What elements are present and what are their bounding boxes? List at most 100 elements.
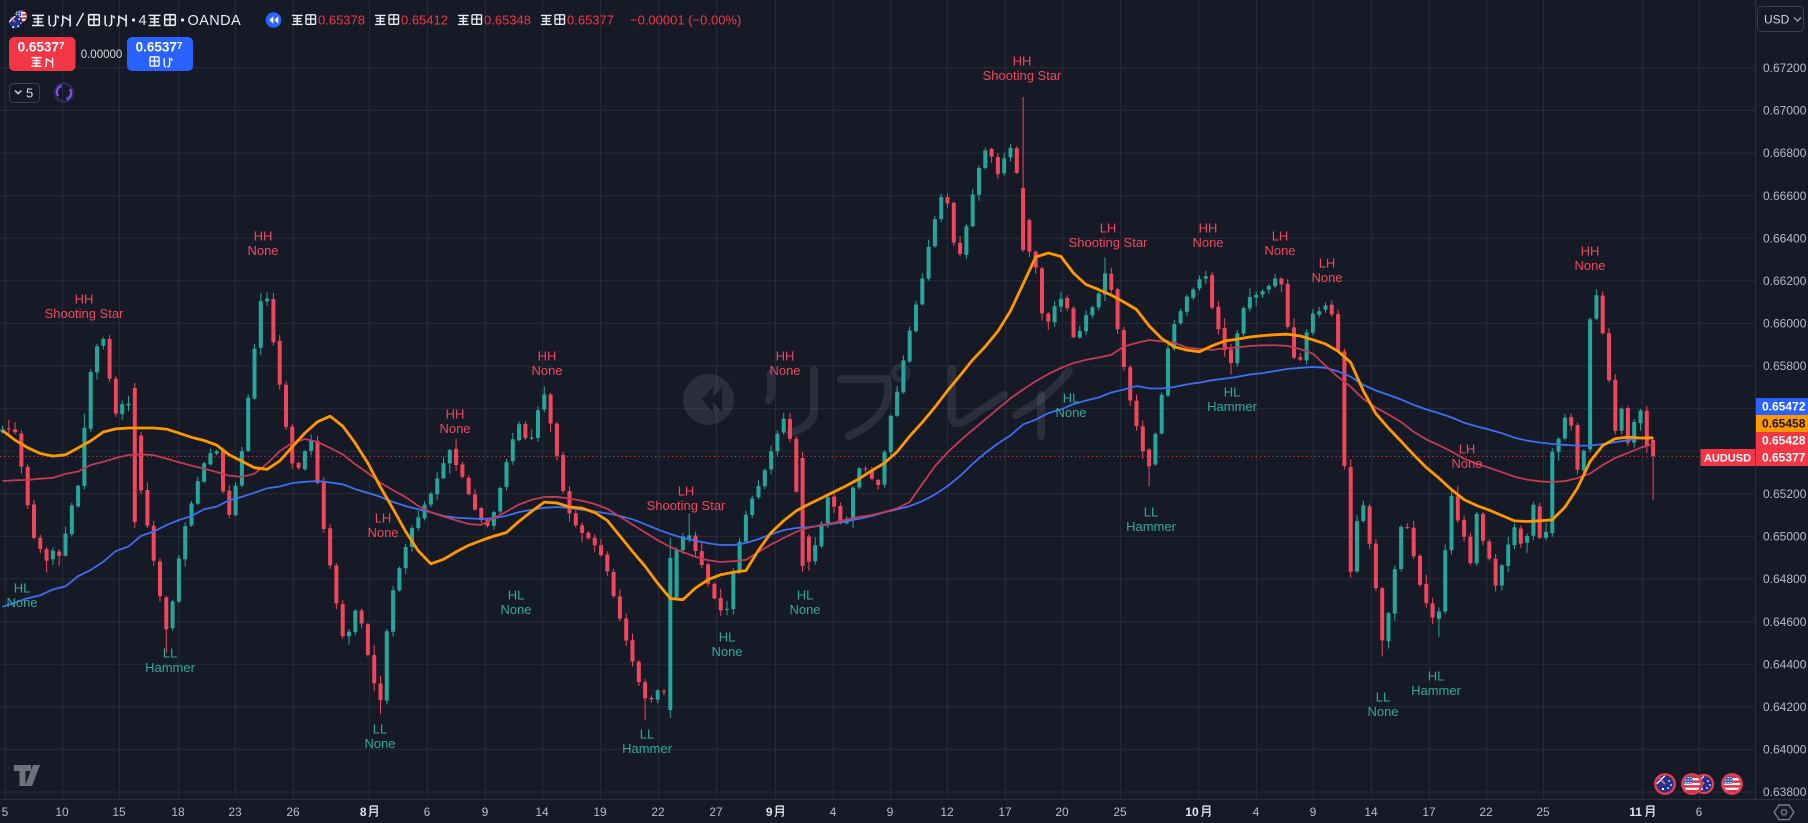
svg-text:0.65377: 0.65377 — [136, 40, 183, 55]
svg-text:0.00000: 0.00000 — [81, 49, 123, 61]
svg-text:9: 9 — [482, 805, 489, 819]
svg-text:HH: HH — [776, 349, 795, 364]
svg-text:0.65377: 0.65377 — [18, 40, 65, 55]
svg-text:HH: HH — [1199, 221, 1218, 236]
svg-text:LH: LH — [1272, 229, 1289, 244]
svg-text:None: None — [247, 243, 278, 258]
svg-text:0.64800: 0.64800 — [1763, 572, 1807, 586]
svg-text:4: 4 — [830, 805, 837, 819]
svg-text:23: 23 — [228, 805, 242, 819]
svg-text:AUDUSD: AUDUSD — [1704, 453, 1751, 465]
svg-text:9: 9 — [766, 805, 773, 819]
svg-text:None: None — [1264, 243, 1295, 258]
svg-text:19: 19 — [593, 805, 607, 819]
svg-text:OANDA: OANDA — [188, 13, 242, 29]
svg-text:14: 14 — [535, 805, 549, 819]
svg-text:HH: HH — [446, 407, 465, 422]
svg-text:0.66400: 0.66400 — [1763, 231, 1807, 245]
svg-text:0.65348: 0.65348 — [484, 13, 531, 28]
svg-text:None: None — [500, 602, 531, 617]
svg-text:HL: HL — [14, 581, 31, 596]
svg-text:LL: LL — [640, 727, 654, 742]
svg-text:0.65200: 0.65200 — [1763, 487, 1807, 501]
svg-text:None: None — [1367, 704, 1398, 719]
svg-text:Shooting Star: Shooting Star — [983, 68, 1062, 83]
svg-text:Hammer: Hammer — [1411, 683, 1462, 698]
svg-text:None: None — [1192, 235, 1223, 250]
svg-text:0.67000: 0.67000 — [1763, 104, 1807, 118]
svg-text:HH: HH — [1013, 54, 1032, 69]
svg-text:None: None — [367, 525, 398, 540]
svg-text:LH: LH — [1459, 442, 1476, 457]
svg-text:8: 8 — [360, 805, 367, 819]
svg-text:0.65377: 0.65377 — [1762, 451, 1806, 465]
svg-text:25: 25 — [1113, 805, 1127, 819]
svg-text:0.65428: 0.65428 — [1762, 434, 1806, 448]
svg-text:5: 5 — [2, 805, 9, 819]
svg-text:11: 11 — [1629, 805, 1642, 819]
svg-text:None: None — [439, 421, 470, 436]
svg-text:22: 22 — [651, 805, 665, 819]
svg-text:0.65000: 0.65000 — [1763, 530, 1807, 544]
svg-text:None: None — [1055, 405, 1086, 420]
svg-text:22: 22 — [1479, 805, 1493, 819]
svg-text:10: 10 — [1185, 805, 1199, 819]
svg-text:None: None — [769, 363, 800, 378]
svg-text:0.63800: 0.63800 — [1763, 785, 1807, 799]
svg-text:HH: HH — [254, 229, 273, 244]
svg-text:6: 6 — [424, 805, 431, 819]
svg-text:LH: LH — [1319, 256, 1336, 271]
svg-text:6: 6 — [1696, 805, 1703, 819]
svg-text:0.66000: 0.66000 — [1763, 317, 1807, 331]
svg-text:Shooting Star: Shooting Star — [45, 306, 124, 321]
svg-text:18: 18 — [171, 805, 185, 819]
svg-text:−0.00001 (−0.00%): −0.00001 (−0.00%) — [630, 13, 741, 28]
svg-text:10: 10 — [55, 805, 69, 819]
svg-text:None: None — [364, 736, 395, 751]
svg-text:None: None — [789, 602, 820, 617]
svg-text:None: None — [1311, 270, 1342, 285]
svg-text:12: 12 — [940, 805, 954, 819]
svg-text:HL: HL — [797, 588, 814, 603]
svg-text:4: 4 — [139, 13, 147, 29]
svg-text:26: 26 — [286, 805, 300, 819]
svg-text:15: 15 — [112, 805, 126, 819]
svg-text:Shooting Star: Shooting Star — [1069, 235, 1148, 250]
svg-text:HL: HL — [1428, 669, 1445, 684]
svg-text:0.64600: 0.64600 — [1763, 615, 1807, 629]
svg-text:LL: LL — [1144, 505, 1158, 520]
svg-text:LH: LH — [678, 484, 695, 499]
svg-text:None: None — [6, 595, 37, 610]
svg-text:HL: HL — [719, 630, 736, 645]
svg-text:17: 17 — [998, 805, 1012, 819]
svg-text:0.66600: 0.66600 — [1763, 189, 1807, 203]
svg-text:LL: LL — [373, 722, 387, 737]
svg-text:LH: LH — [1100, 221, 1117, 236]
svg-text:HH: HH — [1581, 244, 1600, 259]
svg-text:0.65800: 0.65800 — [1763, 359, 1807, 373]
svg-text:5: 5 — [26, 86, 33, 101]
svg-text:9: 9 — [1310, 805, 1317, 819]
svg-text:USD: USD — [1764, 13, 1790, 27]
svg-text:0.65412: 0.65412 — [401, 13, 448, 28]
svg-text:HH: HH — [75, 292, 94, 307]
svg-text:0.65377: 0.65377 — [567, 13, 614, 28]
svg-text:14: 14 — [1364, 805, 1378, 819]
svg-text:9: 9 — [887, 805, 894, 819]
svg-text:None: None — [1451, 456, 1482, 471]
svg-text:LH: LH — [375, 511, 392, 526]
svg-text:HL: HL — [1224, 385, 1241, 400]
svg-text:17: 17 — [1422, 805, 1436, 819]
svg-text:HH: HH — [538, 349, 557, 364]
svg-text:None: None — [711, 644, 742, 659]
svg-text:Hammer: Hammer — [622, 741, 673, 756]
svg-text:0.66800: 0.66800 — [1763, 146, 1807, 160]
svg-text:25: 25 — [1536, 805, 1550, 819]
svg-text:0.64000: 0.64000 — [1763, 743, 1807, 757]
svg-text:0.67200: 0.67200 — [1763, 61, 1807, 75]
svg-text:Shooting Star: Shooting Star — [647, 498, 726, 513]
svg-text:None: None — [1574, 258, 1605, 273]
svg-text:27: 27 — [709, 805, 723, 819]
svg-text:0.64400: 0.64400 — [1763, 657, 1807, 671]
svg-text:0.65378: 0.65378 — [318, 13, 365, 28]
